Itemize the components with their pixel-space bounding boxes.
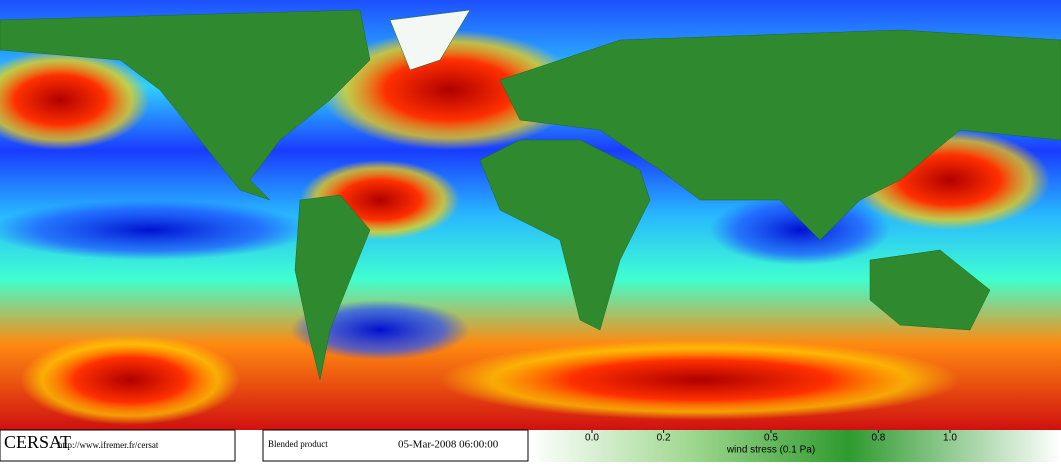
continents bbox=[0, 9, 1061, 381]
colorbar-label: wind stress (0.1 Pa) bbox=[726, 445, 815, 456]
logo: CERSAT bbox=[4, 432, 71, 452]
colorbar bbox=[530, 430, 1061, 462]
colorbar-tick-label: 0.0 bbox=[585, 433, 599, 444]
colorbar-tick-label: 1.0 bbox=[943, 433, 957, 444]
logo-box bbox=[0, 429, 236, 462]
colorbar-tick-label: 0.8 bbox=[871, 433, 885, 444]
url: http://www.ifremer.fr/cersat bbox=[58, 440, 159, 450]
date: 05-Mar-2008 06:00:00 bbox=[398, 439, 499, 451]
colorbar-tick-label: 0.5 bbox=[764, 433, 778, 444]
colorbar-tick-label: 0.2 bbox=[657, 433, 671, 444]
product-box bbox=[262, 429, 529, 462]
product: Blended product bbox=[268, 439, 328, 449]
